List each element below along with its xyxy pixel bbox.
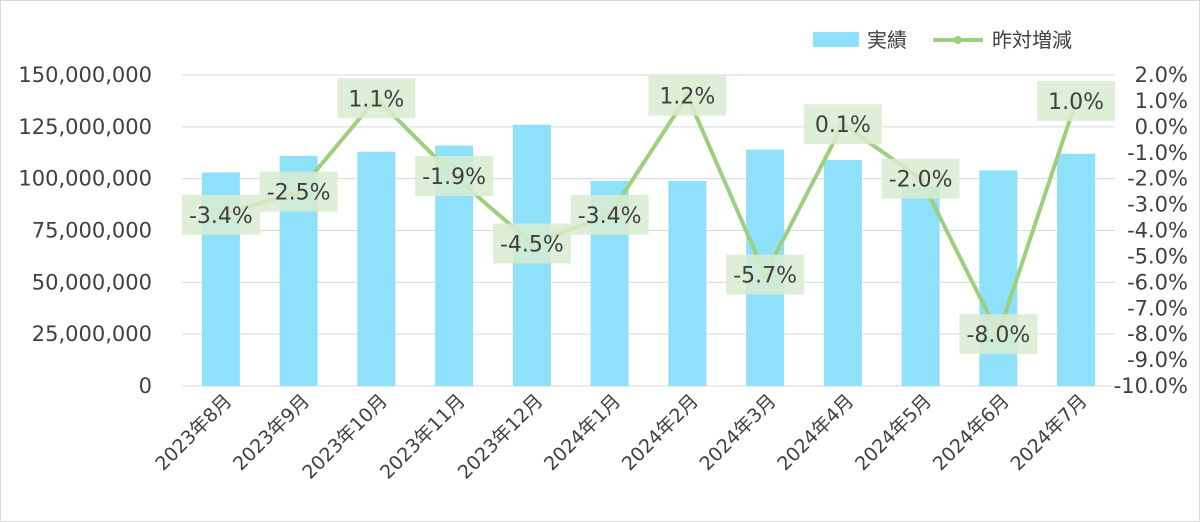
data-label: 0.1% xyxy=(815,113,871,138)
legend-swatch-marker xyxy=(954,36,962,44)
y-left-tick-label: 100,000,000 xyxy=(18,167,152,191)
data-label-box xyxy=(726,254,805,295)
data-label-box xyxy=(648,75,727,116)
y-right-tick-label: 1.0% xyxy=(1135,89,1188,113)
data-label: 1.2% xyxy=(659,85,715,110)
data-label: -5.7% xyxy=(733,264,797,289)
data-label: -4.5% xyxy=(500,232,564,257)
y-right-tick-label: -1.0% xyxy=(1127,141,1188,165)
y-left-tick-label: 150,000,000 xyxy=(18,63,152,87)
bar xyxy=(823,160,862,386)
data-label: -1.9% xyxy=(422,165,486,190)
data-label-box xyxy=(181,194,260,235)
bar xyxy=(668,180,707,386)
legend: 実績 昨対増減 xyxy=(813,28,1072,52)
y-left-tick-label: 75,000,000 xyxy=(32,219,152,243)
y-right-tick-label: -7.0% xyxy=(1127,296,1188,320)
data-labels: -3.4% -2.5% 1.1% -1.9% -4.5% -3.4% 1.2% -5.7% 0.… xyxy=(181,75,1116,355)
legend-swatch-bar xyxy=(813,32,859,47)
bar xyxy=(357,151,396,386)
data-label-box xyxy=(803,104,882,145)
bar xyxy=(901,186,940,386)
data-label: -3.4% xyxy=(578,204,642,229)
y-right-tick-label: -3.0% xyxy=(1127,193,1188,217)
data-label-box xyxy=(570,194,649,235)
left-axis: 0 25,000,000 50,000,000 75,000,000 100,000,0… xyxy=(18,63,152,398)
data-label-box xyxy=(415,156,494,197)
data-label: -2.5% xyxy=(267,181,331,206)
y-right-tick-label: -9.0% xyxy=(1127,348,1188,372)
data-label-box xyxy=(959,314,1038,355)
right-axis: 2.0%1.0%0.0%-1.0%-2.0%-3.0%-4.0%-5.0%-6.… xyxy=(1114,63,1188,398)
y-left-tick-label: 125,000,000 xyxy=(18,115,152,139)
y-left-tick-label: 50,000,000 xyxy=(32,270,152,294)
data-label-box xyxy=(492,223,571,264)
data-label: 1.0% xyxy=(1048,90,1104,115)
data-label: -2.0% xyxy=(889,168,953,193)
data-label-box xyxy=(881,158,960,199)
data-label-box xyxy=(1037,80,1116,121)
y-right-tick-label: 0.0% xyxy=(1135,115,1188,139)
y-right-tick-label: 2.0% xyxy=(1135,63,1188,87)
y-left-tick-label: 0 xyxy=(139,374,152,398)
data-label-box xyxy=(259,171,338,212)
legend-label-line: 昨対増減 xyxy=(992,28,1072,52)
bar xyxy=(1057,153,1096,386)
y-right-tick-label: -4.0% xyxy=(1127,219,1188,243)
y-right-tick-label: -10.0% xyxy=(1114,374,1188,398)
legend-label-bar: 実績 xyxy=(867,28,907,52)
y-right-tick-label: -5.0% xyxy=(1127,244,1188,268)
data-label: -8.0% xyxy=(966,323,1030,348)
y-left-tick-label: 25,000,000 xyxy=(32,322,152,346)
y-right-tick-label: -2.0% xyxy=(1127,167,1188,191)
y-right-tick-label: -8.0% xyxy=(1127,322,1188,346)
y-right-tick-label: -6.0% xyxy=(1127,270,1188,294)
data-label: -3.4% xyxy=(189,204,253,229)
data-label: 1.1% xyxy=(348,87,404,112)
data-label-box xyxy=(337,78,416,119)
